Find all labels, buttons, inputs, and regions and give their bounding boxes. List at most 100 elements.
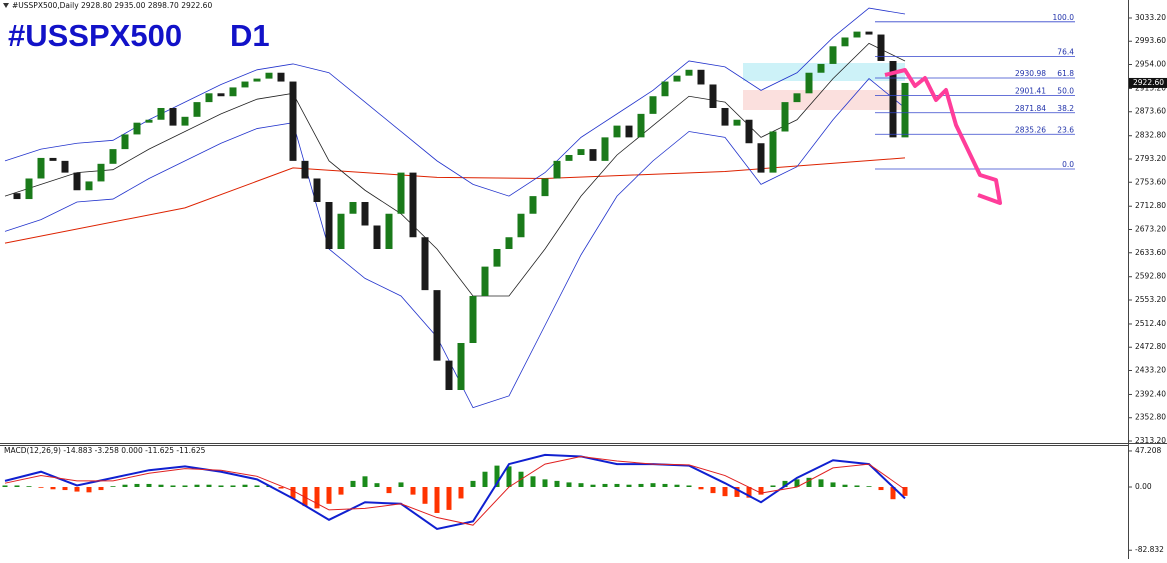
y-tick-label: 0.00 [1135,482,1152,491]
histogram-bar [602,483,608,487]
candle [217,93,225,97]
histogram-bar [38,486,44,488]
histogram-bar [482,471,488,487]
histogram-bar [134,483,140,487]
histogram-bar [758,486,764,495]
candle [781,102,789,132]
histogram-bar [494,465,500,487]
histogram-bar [566,482,572,487]
fib-price-label: 2930.98 [1015,69,1046,78]
candle [457,343,465,391]
y-tick-label: 2553.20 [1135,295,1166,304]
candle [493,248,501,267]
candle [277,72,285,82]
collapse-icon [3,3,9,8]
price-pane: 3033.20 2993.60 2954.00 2913.20 2873.60 2832.… [4,7,1167,445]
y-tick-label: -82.832 [1135,545,1164,554]
ma-200 [4,157,906,244]
candle [697,69,705,85]
candle [49,157,57,161]
histogram-bar [374,483,380,487]
histogram-bar [578,483,584,487]
histogram-bar [458,486,464,499]
histogram-bar [98,486,104,491]
candle [769,131,777,173]
candle [37,157,45,179]
histogram-bar [230,485,236,487]
candle [385,213,393,249]
candle [265,72,273,79]
y-tick-label: 2392.40 [1135,389,1166,398]
histogram-bar [854,485,860,487]
candle [793,93,801,103]
histogram-bar [338,486,344,495]
candle [637,113,645,138]
histogram-bar [326,486,332,504]
candle [373,225,381,249]
histogram-bar [146,483,152,487]
histogram-bar [878,486,884,491]
histogram-bar [254,485,260,487]
histogram-bar [86,486,92,493]
candle [805,72,813,94]
y-tick-label: 2673.20 [1135,224,1166,233]
y-tick-label: 2352.80 [1135,413,1166,422]
histogram-bar [506,466,512,487]
candle [829,46,837,64]
candle [601,137,609,161]
macd-label: MACD(12,26,9) -14.883 -3.258 0.000 -11.6… [4,446,206,455]
y-tick-label: 2993.60 [1135,36,1166,45]
histogram-bar [350,480,356,487]
candle [481,266,489,296]
histogram-bar [110,486,116,487]
candle [13,193,21,200]
candle [133,122,141,135]
histogram-bar [362,476,368,487]
y-tick-label: 2633.60 [1135,248,1166,257]
fib-level-label: 38.2 [1057,104,1074,113]
candle [541,178,549,197]
histogram-bar [50,486,56,490]
candle [121,134,129,150]
candle [397,172,405,214]
candle [445,360,453,391]
candle [661,81,669,97]
fib-price-label: 2835.26 [1015,125,1046,134]
candle [301,160,309,179]
header: #USSPX500,Daily 2928.80 2935.00 2898.70 … [12,1,212,10]
histogram-bar [866,486,872,487]
candle [349,201,357,214]
y-tick-label: 2592.80 [1135,272,1166,281]
y-tick-label: 2512.40 [1135,319,1166,328]
histogram-bar [410,486,416,495]
histogram-bar [302,486,308,507]
candle [409,172,417,238]
candle [325,201,333,249]
price-marker-label: 2922.60 [1133,78,1164,87]
histogram-bar [902,486,908,496]
macd-pane: 47.208 0.00 -82.832 [2,446,1164,554]
histogram-bar [74,486,80,492]
candle [469,295,477,344]
y-tick-label: 2873.60 [1135,107,1166,116]
timeframe: D1 [230,18,270,53]
histogram-bar [614,483,620,487]
y-tick-label: 2712.80 [1135,201,1166,210]
histogram-bar [182,485,188,487]
bollinger-lower [4,78,906,409]
histogram-bar [590,484,596,487]
histogram-bar [794,479,800,487]
fib-price-label: 2871.84 [1015,104,1046,113]
chart-title: #USSPX500 [8,18,182,53]
histogram-bar [158,484,164,487]
fib-level-label: 76.4 [1057,48,1074,57]
candle [229,87,237,97]
histogram-bar [398,482,404,487]
candle [853,31,861,38]
candle [589,149,597,161]
candle [721,107,729,126]
fib-zone [743,90,905,110]
y-tick-label: 2433.20 [1135,365,1166,374]
candle [73,172,81,191]
histogram-bar [698,486,704,490]
